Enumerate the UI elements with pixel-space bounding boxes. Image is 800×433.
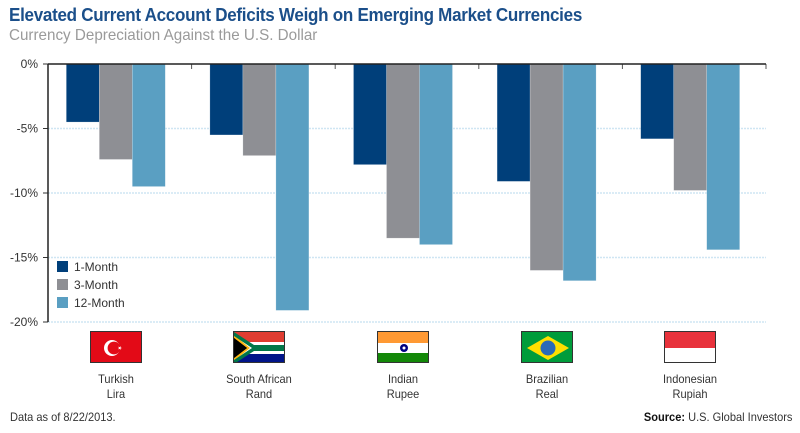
bar-1-month-brazil	[496, 63, 531, 182]
category-label: Brazilian Real	[491, 372, 601, 402]
y-tick-label: -10%	[10, 186, 38, 200]
indonesia-flag-icon	[664, 331, 717, 363]
chart-title: Elevated Current Account Deficits Weigh …	[9, 4, 583, 25]
category-label: Indonesian Rupiah	[635, 372, 745, 402]
category-label-line2: Lira	[106, 387, 125, 401]
bar-1-month-india	[353, 63, 387, 165]
source-note: Source: U.S. Global Investors	[643, 410, 792, 424]
category-label-line1: Brazilian	[525, 372, 568, 386]
legend-label-3-month: 3-Month	[74, 278, 118, 292]
bar-1-month-south-africa	[209, 63, 244, 136]
bar-12-month-india	[419, 63, 453, 245]
y-tick-label: -20%	[10, 315, 38, 329]
category-label: Indian Rupee	[348, 372, 458, 402]
legend-label-1-month: 1-Month	[74, 260, 118, 274]
turkey-flag-icon	[89, 331, 142, 363]
bar-12-month-brazil	[562, 63, 597, 281]
category-label-line1: Indonesian	[663, 372, 718, 386]
category-label-line1: Indian	[387, 372, 419, 386]
chart-subtitle: Currency Depreciation Against the U.S. D…	[9, 27, 318, 44]
data-date-note: Data as of 8/22/2013.	[10, 410, 116, 424]
bar-3-month-india	[386, 63, 420, 239]
y-tick-label: -15%	[10, 251, 38, 265]
bar-12-month-turkey	[132, 63, 166, 187]
india-flag-icon	[377, 331, 429, 363]
category-label-line2: Rupiah	[672, 387, 708, 401]
bar-3-month-indonesia	[673, 63, 707, 191]
y-tick-label: -5%	[17, 122, 39, 136]
category-label-line1: South African	[226, 372, 293, 386]
y-tick-label: 0%	[21, 57, 39, 71]
category-label-line1: Turkish	[97, 372, 134, 386]
category-label-line2: Rupee	[386, 387, 420, 401]
category-label: South African Rand	[204, 372, 314, 402]
legend-swatch-12-month	[57, 297, 68, 308]
category-label: Turkish Lira	[61, 372, 171, 402]
category-label-line2: Real	[535, 387, 558, 401]
bar-3-month-turkey	[99, 63, 133, 160]
legend-label-12-month: 12-Month	[74, 296, 125, 310]
bar-1-month-indonesia	[640, 63, 674, 140]
south-africa-flag-icon	[233, 331, 286, 363]
bar-3-month-brazil	[529, 63, 564, 271]
source-text: U.S. Global Investors	[687, 410, 792, 424]
source-label: Source:	[643, 410, 685, 424]
bar-1-month-turkey	[66, 63, 100, 123]
bar-3-month-south-africa	[242, 63, 277, 156]
brazil-flag-icon	[520, 331, 573, 363]
legend-swatch-3-month	[57, 279, 68, 290]
legend-swatch-1-month	[57, 261, 68, 272]
bar-12-month-south-africa	[275, 63, 310, 311]
category-label-line2: Rand	[246, 387, 273, 401]
bar-12-month-indonesia	[706, 63, 740, 251]
